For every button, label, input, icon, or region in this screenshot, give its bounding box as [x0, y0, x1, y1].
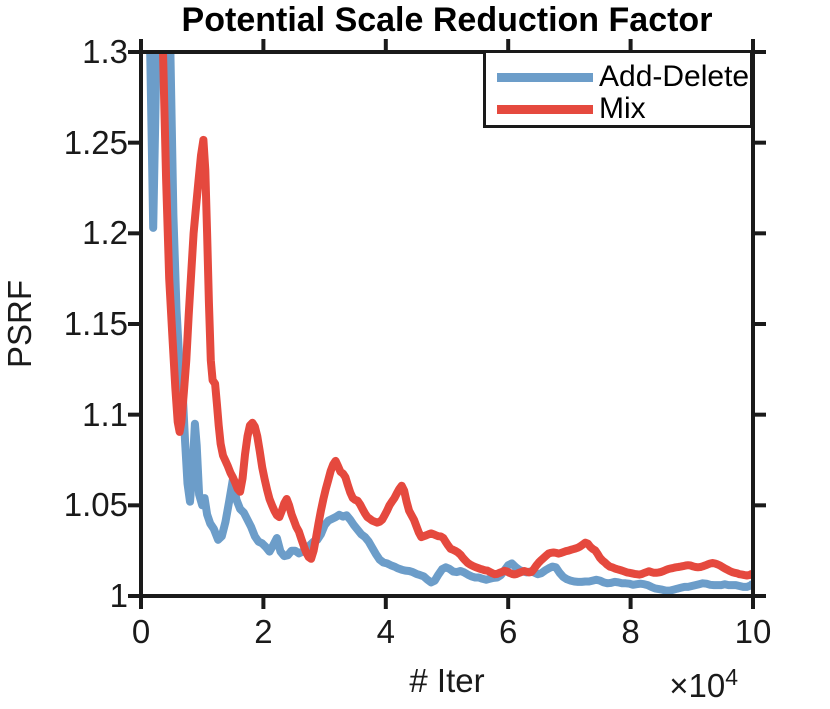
x-tick-label: 4: [376, 613, 395, 650]
legend: Add-Delete Mix: [483, 50, 753, 128]
x-axis-offset-label: ×104: [669, 664, 738, 705]
y-tick-label: 1.15: [63, 305, 128, 342]
y-tick-label: 1.1: [82, 395, 128, 433]
chart-title: Potential Scale Reduction Factor: [181, 1, 713, 39]
plot-box: [139, 50, 755, 598]
y-tick-label: 1.3: [82, 33, 128, 70]
x-tick-label: 6: [499, 613, 518, 650]
x-tick-label: 0: [131, 613, 151, 650]
y-tick-label: 1: [109, 577, 128, 614]
legend-item-mix: Mix: [497, 92, 750, 125]
x-tick-label: 8: [621, 613, 640, 650]
y-tick-label: 1.25: [63, 123, 128, 161]
legend-label-mix: Mix: [599, 92, 646, 125]
legend-line-sample-add-delete: [497, 72, 593, 82]
y-tick-label: 1.05: [63, 486, 128, 524]
legend-item-add-delete: Add-Delete: [497, 60, 750, 93]
x-offset-base: ×10: [669, 667, 726, 704]
x-offset-exponent: 4: [725, 664, 738, 690]
y-tick-label: 1.2: [82, 214, 128, 252]
x-axis-label: # Iter: [409, 662, 485, 699]
legend-label-add-delete: Add-Delete: [599, 60, 750, 93]
series-line-add-delete: [146, 52, 753, 595]
series-line-mix: [158, 52, 753, 580]
x-tick-label: 10: [734, 613, 772, 650]
x-tick-label: 2: [254, 613, 273, 650]
legend-line-sample-mix: [497, 104, 593, 114]
